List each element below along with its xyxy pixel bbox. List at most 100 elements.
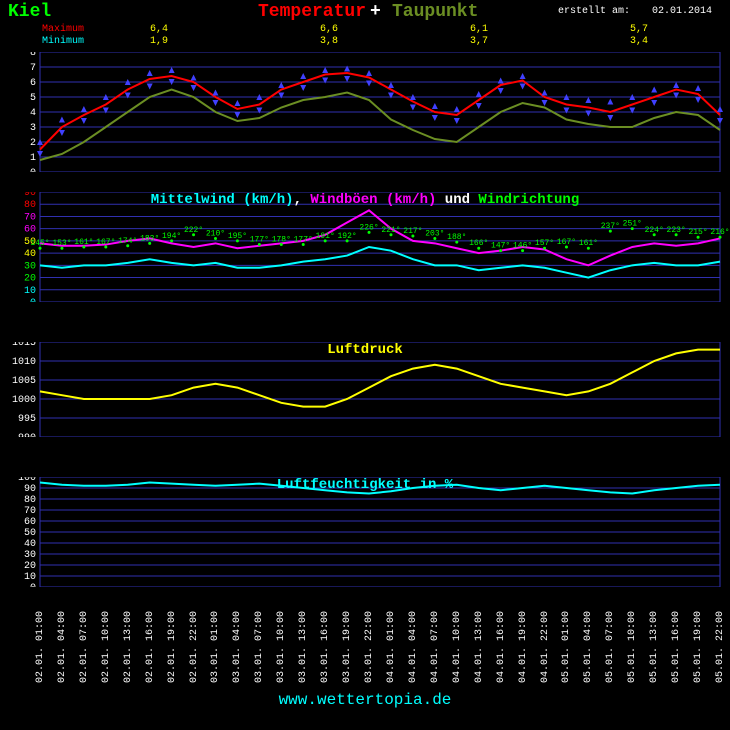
chart-humidity-svg: 0102030405060708090100 <box>0 477 730 587</box>
svg-text:70: 70 <box>24 212 36 223</box>
svg-text:7: 7 <box>30 63 36 74</box>
x-tick: 04.01. 04:00 <box>408 611 419 683</box>
svg-text:188°: 188° <box>447 233 466 242</box>
svg-text:0: 0 <box>30 583 36 587</box>
svg-text:224°: 224° <box>645 226 664 235</box>
svg-text:167°: 167° <box>557 238 576 247</box>
svg-text:153°: 153° <box>52 239 71 248</box>
svg-text:4: 4 <box>30 108 36 119</box>
created-date: 02.01.2014 <box>652 6 712 17</box>
x-tick: 03.01. 07:00 <box>254 611 265 683</box>
svg-text:166°: 166° <box>469 239 488 248</box>
x-tick: 04.01. 10:00 <box>452 611 463 683</box>
svg-text:2: 2 <box>30 138 36 149</box>
svg-text:195°: 195° <box>228 232 247 241</box>
x-tick: 05.01. 01:00 <box>561 611 572 683</box>
svg-text:1010: 1010 <box>12 357 36 368</box>
x-tick: 05.01. 07:00 <box>605 611 616 683</box>
x-tick: 02.01. 07:00 <box>79 611 90 683</box>
svg-text:191°: 191° <box>316 232 335 241</box>
x-tick: 04.01. 16:00 <box>496 611 507 683</box>
svg-text:177°: 177° <box>250 236 269 245</box>
svg-text:222°: 222° <box>184 226 203 235</box>
x-tick: 03.01. 13:00 <box>298 611 309 683</box>
title-dew: Taupunkt <box>392 2 478 22</box>
title-temp: Temperatur <box>258 2 366 22</box>
x-tick: 02.01. 01:00 <box>35 611 46 683</box>
chart-wind-svg: 0102030405060708090145°153°161°167°174°1… <box>0 192 730 302</box>
svg-text:990: 990 <box>18 433 36 437</box>
x-tick: 05.01. 16:00 <box>671 611 682 683</box>
x-tick: 03.01. 10:00 <box>276 611 287 683</box>
svg-text:8: 8 <box>30 52 36 59</box>
svg-text:50: 50 <box>24 528 36 539</box>
svg-text:80: 80 <box>24 495 36 506</box>
svg-text:177°: 177° <box>294 236 313 245</box>
svg-text:147°: 147° <box>491 242 510 251</box>
svg-text:20: 20 <box>24 561 36 572</box>
x-tick: 03.01. 04:00 <box>232 611 243 683</box>
max-val: 5,7 <box>630 24 648 35</box>
x-tick: 02.01. 16:00 <box>145 611 156 683</box>
footer-url: www.wettertopia.de <box>0 691 730 709</box>
svg-text:40: 40 <box>24 539 36 550</box>
x-tick: 05.01. 10:00 <box>627 611 638 683</box>
svg-text:183°: 183° <box>140 234 159 243</box>
x-tick: 05.01. 13:00 <box>649 611 660 683</box>
max-label: Maximum <box>42 24 84 35</box>
svg-text:0: 0 <box>30 298 36 302</box>
svg-text:194°: 194° <box>162 232 181 241</box>
svg-text:217°: 217° <box>403 227 422 236</box>
x-tick: 02.01. 13:00 <box>123 611 134 683</box>
x-tick: 04.01. 13:00 <box>474 611 485 683</box>
x-axis-labels: 02.01. 01:0002.01. 04:0002.01. 07:0002.0… <box>40 607 720 687</box>
max-val: 6,1 <box>470 24 488 35</box>
chart-temperature: 012345678 <box>0 52 730 172</box>
x-tick: 02.01. 19:00 <box>167 611 178 683</box>
svg-text:1005: 1005 <box>12 376 36 387</box>
svg-text:174°: 174° <box>118 237 137 246</box>
location-label: Kiel <box>8 2 51 22</box>
svg-text:3: 3 <box>30 123 36 134</box>
created-label: erstellt am: <box>558 6 630 17</box>
svg-text:995: 995 <box>18 414 36 425</box>
svg-text:145°: 145° <box>30 239 49 248</box>
min-val: 3,8 <box>320 36 338 47</box>
svg-text:60: 60 <box>24 517 36 528</box>
svg-text:5: 5 <box>30 93 36 104</box>
svg-text:40: 40 <box>24 249 36 260</box>
svg-text:10: 10 <box>24 286 36 297</box>
x-tick: 03.01. 01:00 <box>210 611 221 683</box>
svg-text:30: 30 <box>24 550 36 561</box>
svg-text:192°: 192° <box>337 232 356 241</box>
svg-text:210°: 210° <box>206 229 225 238</box>
svg-text:1000: 1000 <box>12 395 36 406</box>
x-tick: 04.01. 22:00 <box>540 611 551 683</box>
svg-text:216°: 216° <box>710 228 729 237</box>
svg-text:1: 1 <box>30 153 36 164</box>
header: Kiel Temperatur + Taupunkt erstellt am: … <box>0 0 730 52</box>
x-tick: 04.01. 01:00 <box>386 611 397 683</box>
max-val: 6,6 <box>320 24 338 35</box>
chart-pressure: Luftdruck 9909951000100510101015 <box>0 342 730 457</box>
svg-text:203°: 203° <box>425 229 444 238</box>
x-tick: 02.01. 22:00 <box>189 611 200 683</box>
max-val: 6,4 <box>150 24 168 35</box>
x-tick: 03.01. 19:00 <box>342 611 353 683</box>
svg-text:167°: 167° <box>96 238 115 247</box>
x-tick: 04.01. 07:00 <box>430 611 441 683</box>
svg-text:6: 6 <box>30 78 36 89</box>
svg-text:60: 60 <box>24 225 36 236</box>
svg-text:161°: 161° <box>579 239 598 248</box>
chart-humidity: Luftfeuchtigkeit in % 010203040506070809… <box>0 477 730 607</box>
min-label: Minimum <box>42 36 84 47</box>
chart-wind-title: Mittelwind (km/h), Windböen (km/h) und W… <box>0 192 730 208</box>
x-tick: 03.01. 22:00 <box>364 611 375 683</box>
title-plus: + <box>370 2 381 22</box>
svg-text:251°: 251° <box>623 220 642 229</box>
svg-text:178°: 178° <box>272 236 291 245</box>
x-tick: 02.01. 10:00 <box>101 611 112 683</box>
min-val: 3,7 <box>470 36 488 47</box>
chart-pressure-title: Luftdruck <box>0 342 730 358</box>
svg-text:215°: 215° <box>688 228 707 237</box>
